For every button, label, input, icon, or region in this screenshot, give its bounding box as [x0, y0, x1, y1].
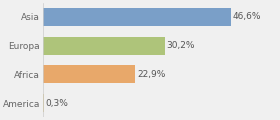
Text: 46,6%: 46,6% — [233, 12, 261, 21]
Bar — [43, 8, 231, 26]
Bar — [43, 37, 165, 54]
Text: 22,9%: 22,9% — [137, 70, 165, 79]
Bar — [43, 94, 44, 112]
Text: 30,2%: 30,2% — [167, 41, 195, 50]
Text: 0,3%: 0,3% — [46, 99, 69, 108]
Bar — [43, 66, 136, 83]
